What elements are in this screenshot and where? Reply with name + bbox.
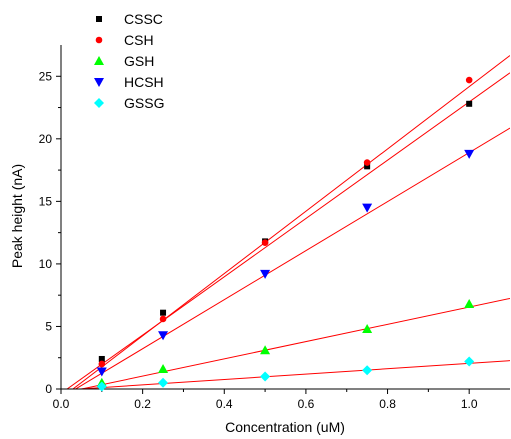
data-point-cssc — [98, 355, 105, 362]
legend-marker-hcsh — [94, 78, 104, 87]
y-tick-label: 25 — [39, 69, 53, 83]
y-tick-label: 20 — [39, 132, 53, 146]
legend-label-hcsh: HCSH — [124, 74, 164, 90]
y-tick-label: 15 — [39, 194, 53, 208]
data-point-csh — [465, 76, 473, 84]
data-point-hcsh — [362, 203, 373, 213]
y-axis-label: Peak height (nA) — [9, 164, 25, 268]
data-point-hcsh — [464, 149, 475, 159]
legend-label-csh: CSH — [124, 32, 154, 48]
legend-marker-cssc — [96, 16, 102, 22]
legend-label-cssc: CSSC — [124, 11, 163, 27]
fit-line-cssc — [66, 72, 510, 389]
x-tick-label: 0.4 — [216, 397, 233, 411]
data-point-gssg — [158, 377, 169, 388]
y-tick-label: 10 — [39, 257, 53, 271]
legend-marker-gsh — [94, 56, 104, 65]
data-point-gssg — [362, 365, 373, 376]
fit-line-hcsh — [74, 127, 510, 389]
data-point-cssc — [160, 309, 167, 316]
data-point-hcsh — [158, 331, 169, 341]
legend-marker-gssg — [94, 98, 104, 108]
fit-line-gssg — [72, 360, 510, 389]
data-point-csh — [98, 360, 106, 368]
data-point-hcsh — [96, 367, 107, 377]
data-points — [96, 76, 475, 392]
fit-line-gsh — [79, 297, 510, 389]
x-tick-label: 0.0 — [53, 397, 70, 411]
x-axis-label: Concentration (uM) — [225, 419, 345, 435]
data-point-gsh — [362, 323, 373, 333]
y-tick-label: 5 — [45, 319, 52, 333]
data-point-gsh — [158, 363, 169, 373]
data-point-gssg — [464, 356, 475, 367]
data-point-gsh — [464, 298, 475, 308]
data-point-csh — [261, 239, 269, 246]
x-tick-label: 1.0 — [461, 397, 478, 411]
legend-marker-csh — [95, 36, 103, 44]
data-point-gsh — [260, 345, 271, 355]
x-tick-label: 0.6 — [298, 397, 315, 411]
data-point-csh — [159, 315, 167, 323]
legend: CSSC CSH GSH HCSH GSSG — [94, 11, 164, 111]
data-point-hcsh — [260, 269, 271, 279]
axes: 0.0 0.2 0.4 0.6 0.8 1.0 0 5 10 15 20 25 — [39, 45, 510, 411]
legend-label-gssg: GSSG — [124, 95, 164, 111]
data-point-gssg — [260, 371, 271, 382]
data-point-gssg — [96, 381, 107, 392]
data-point-cssc — [466, 100, 473, 107]
data-point-cssc — [364, 163, 371, 170]
x-tick-label: 0.2 — [134, 397, 151, 411]
data-point-csh — [363, 159, 371, 166]
fit-lines — [66, 55, 510, 389]
legend-label-gsh: GSH — [124, 53, 154, 69]
x-tick-label: 0.8 — [379, 397, 396, 411]
y-tick-label: 0 — [45, 382, 52, 396]
fit-line-csh — [72, 55, 510, 389]
